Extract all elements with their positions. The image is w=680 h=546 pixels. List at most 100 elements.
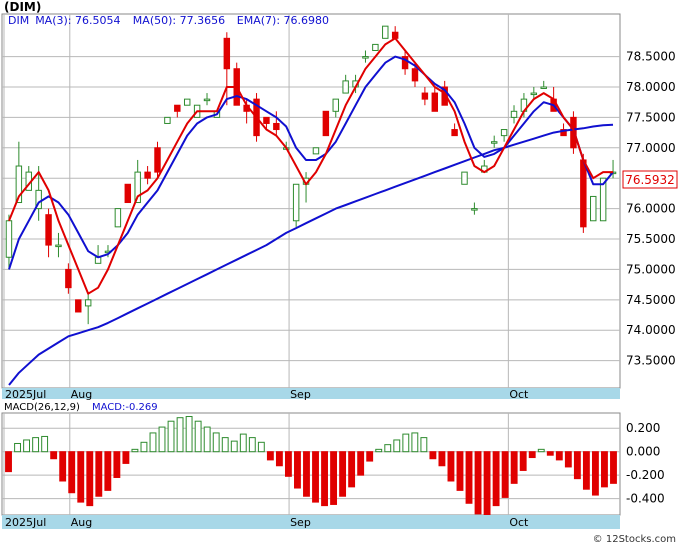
price-y-tick-label: 74.5000: [626, 293, 676, 307]
candle-body: [15, 165, 23, 204]
candle-body: [292, 183, 300, 222]
macd-bar: [330, 451, 338, 505]
price-legend-items: DIM MA(3): 76.5054 MA(50): 77.3656 EMA(7): …: [8, 14, 329, 27]
price-chart-title: (DIM): [4, 0, 41, 14]
macd-bar: [131, 448, 139, 453]
price-y-tick-label: 78.5000: [626, 50, 676, 64]
macd-bar: [402, 433, 410, 453]
macd-bar: [610, 451, 617, 484]
candle-body: [372, 43, 379, 51]
macd-bar: [591, 451, 599, 496]
candle-body: [263, 116, 270, 124]
macd-bar: [474, 451, 482, 515]
candle-body: [461, 171, 468, 185]
macd-y-tick-label: 0.200: [626, 421, 660, 435]
macd-bar: [555, 451, 563, 461]
macd-bar: [149, 432, 157, 453]
price-panel: 78.500078.000077.500077.000076.500076.00…: [1, 0, 678, 401]
macd-legend-item: MACD:-0.269: [92, 402, 158, 413]
macd-bar: [411, 432, 419, 453]
candle-body: [164, 116, 171, 124]
candle-body: [84, 299, 92, 307]
macd-bar: [510, 451, 518, 484]
macd-bar: [5, 451, 12, 473]
candle-body: [431, 92, 439, 112]
macd-bar: [447, 451, 455, 482]
price-y-tick-label: 74.0000: [626, 323, 676, 337]
price-legend-item: DIM: [8, 14, 29, 27]
candle-body: [530, 92, 538, 96]
candle-body: [540, 86, 547, 89]
macd-bar: [68, 451, 76, 494]
macd-bar: [456, 451, 464, 491]
ma-long-line: [8, 123, 614, 386]
price-y-tick-label: 75.5000: [626, 232, 676, 246]
macd-bar: [420, 437, 428, 453]
candle-body: [382, 25, 389, 39]
price-legend-item: EMA(7): 76.6980: [237, 14, 329, 27]
price-gridlines: [2, 14, 620, 388]
macd-bar: [492, 451, 500, 507]
candle-body: [342, 80, 349, 94]
macd-bar: [483, 451, 491, 516]
macd-bar: [122, 451, 130, 464]
candle-body: [322, 110, 330, 137]
candle-body: [580, 159, 587, 228]
candle-body: [590, 195, 597, 222]
candle-body: [75, 299, 82, 313]
macd-bar: [284, 451, 292, 477]
macd-x-tick-label: Sep: [290, 516, 311, 529]
macd-y-tick-label: 0.000: [626, 445, 660, 459]
price-y-tick-label: 77.0000: [626, 141, 676, 155]
candle-body: [65, 268, 72, 289]
macd-bar: [41, 435, 49, 453]
price-y-tick-label: 78.0000: [626, 80, 676, 94]
candle-body: [510, 110, 518, 118]
macd-bar: [501, 451, 509, 498]
ma-short-line: [8, 37, 613, 295]
macd-bar: [537, 448, 545, 453]
price-x-tick-label: Aug: [71, 388, 92, 401]
macd-bar: [167, 420, 175, 453]
candle-body: [124, 183, 132, 204]
macd-bar: [185, 416, 193, 453]
price-legend-item: MA(50): 77.3656: [133, 14, 225, 27]
macd-x-tick-label: Aug: [71, 516, 92, 529]
macd-bar: [582, 451, 590, 490]
macd-bar: [113, 451, 121, 478]
macd-histogram: [5, 416, 617, 516]
macd-bar: [23, 439, 31, 453]
macd-bar: [257, 441, 265, 453]
candle-body: [183, 98, 191, 106]
candle-body: [134, 171, 141, 204]
macd-bar: [266, 451, 274, 461]
macd-bar: [564, 451, 572, 468]
macd-x-axis-strip: [2, 515, 620, 529]
candle-body: [401, 56, 409, 70]
candle-body: [55, 244, 62, 248]
price-y-tick-label: 77.5000: [626, 110, 676, 124]
candle-body: [560, 129, 567, 137]
macd-bar: [32, 437, 40, 453]
macd-bar: [393, 439, 401, 453]
candle-body: [174, 104, 181, 112]
macd-bar: [312, 451, 319, 503]
price-y-tick-label: 76.0000: [626, 202, 676, 216]
last-price-tag: 76.5932: [622, 170, 678, 189]
macd-bar: [339, 451, 347, 497]
macd-bar: [546, 451, 554, 456]
price-plot-frame: [1, 13, 621, 389]
candle-body: [203, 98, 211, 102]
macd-bar: [528, 451, 536, 459]
macd-y-tick-labels: 0.200 0.000 -0.200 -0.400: [626, 421, 665, 505]
price-legend: (DIM) DIM MA(3): 76.5054 MA(50): 77.3656 EM…: [4, 0, 329, 27]
macd-y-tick-label: -0.200: [626, 468, 665, 482]
macd-bar: [230, 440, 238, 453]
macd-x-tick-labels: 2025Jul Aug Sep Oct: [5, 516, 529, 529]
macd-bar: [176, 417, 184, 453]
macd-bar: [14, 442, 21, 453]
macd-bar: [438, 451, 446, 467]
macd-bar: [294, 451, 301, 489]
price-series: [5, 25, 617, 386]
